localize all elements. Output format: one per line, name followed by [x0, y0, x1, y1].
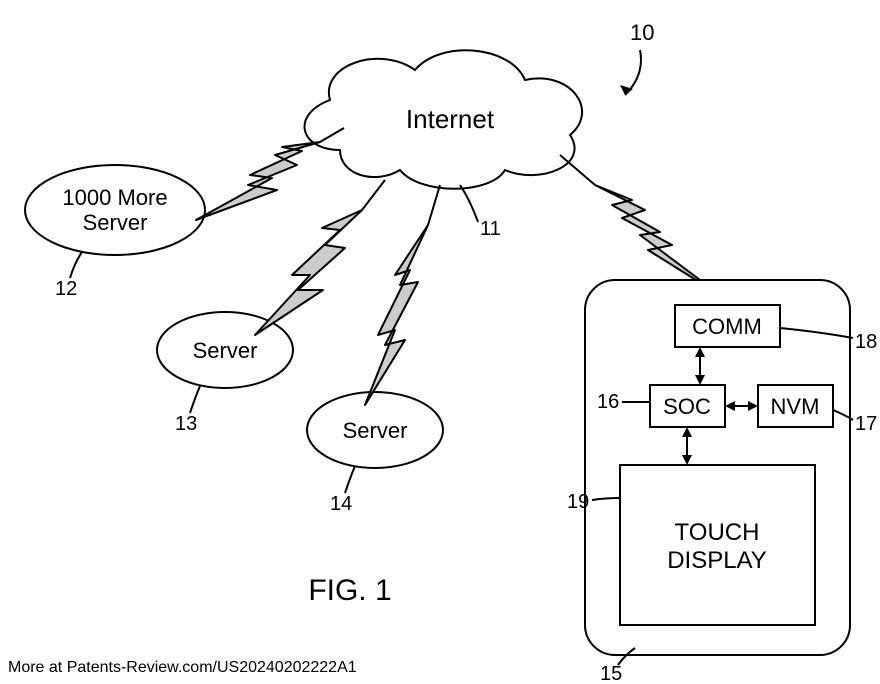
- display-line1: TOUCH: [675, 519, 760, 546]
- nvm-label: NVM: [771, 394, 820, 419]
- internet-label: Internet: [406, 104, 495, 134]
- comm-label: COMM: [692, 314, 762, 339]
- ref-14-text: 14: [330, 493, 352, 515]
- ref-14: 14: [330, 466, 355, 515]
- bolt-to-server-big: [196, 128, 344, 220]
- server-b-label: Server: [343, 418, 408, 443]
- bolt-to-server-b: [365, 185, 440, 405]
- ref-12-text: 12: [55, 278, 77, 300]
- ref-18-text: 18: [855, 331, 877, 353]
- ref-17-text: 17: [855, 413, 877, 435]
- bolt-to-server-a: [255, 180, 385, 335]
- ref-10: 10: [620, 20, 654, 95]
- internet-cloud: Internet: [305, 50, 583, 188]
- ref-15-text: 15: [600, 663, 622, 684]
- server-b-node: Server: [307, 392, 443, 468]
- display-line2: DISPLAY: [667, 547, 767, 574]
- figure-title: FIG. 1: [308, 574, 391, 607]
- server-big-line2: Server: [83, 210, 148, 235]
- server-big-node: 1000 More Server: [25, 165, 205, 255]
- server-a-label: Server: [193, 338, 258, 363]
- ref-16-text: 16: [597, 391, 619, 413]
- ref-13-text: 13: [175, 413, 197, 435]
- ref-11-text: 11: [480, 218, 501, 240]
- device-node: COMM SOC NVM TOUCH DISPLAY: [585, 280, 850, 655]
- patent-figure-1: Internet 10 11 1000 More Server 12 Serve…: [0, 0, 880, 684]
- ref-13: 13: [175, 386, 200, 435]
- ref-12: 12: [55, 252, 82, 300]
- ref-10-text: 10: [630, 20, 654, 45]
- ref-19-text: 19: [567, 491, 589, 513]
- footer-text: More at Patents-Review.com/US20240202222…: [8, 659, 357, 676]
- ref-11: 11: [460, 185, 501, 240]
- server-big-line1: 1000 More: [62, 185, 167, 210]
- soc-label: SOC: [663, 394, 711, 419]
